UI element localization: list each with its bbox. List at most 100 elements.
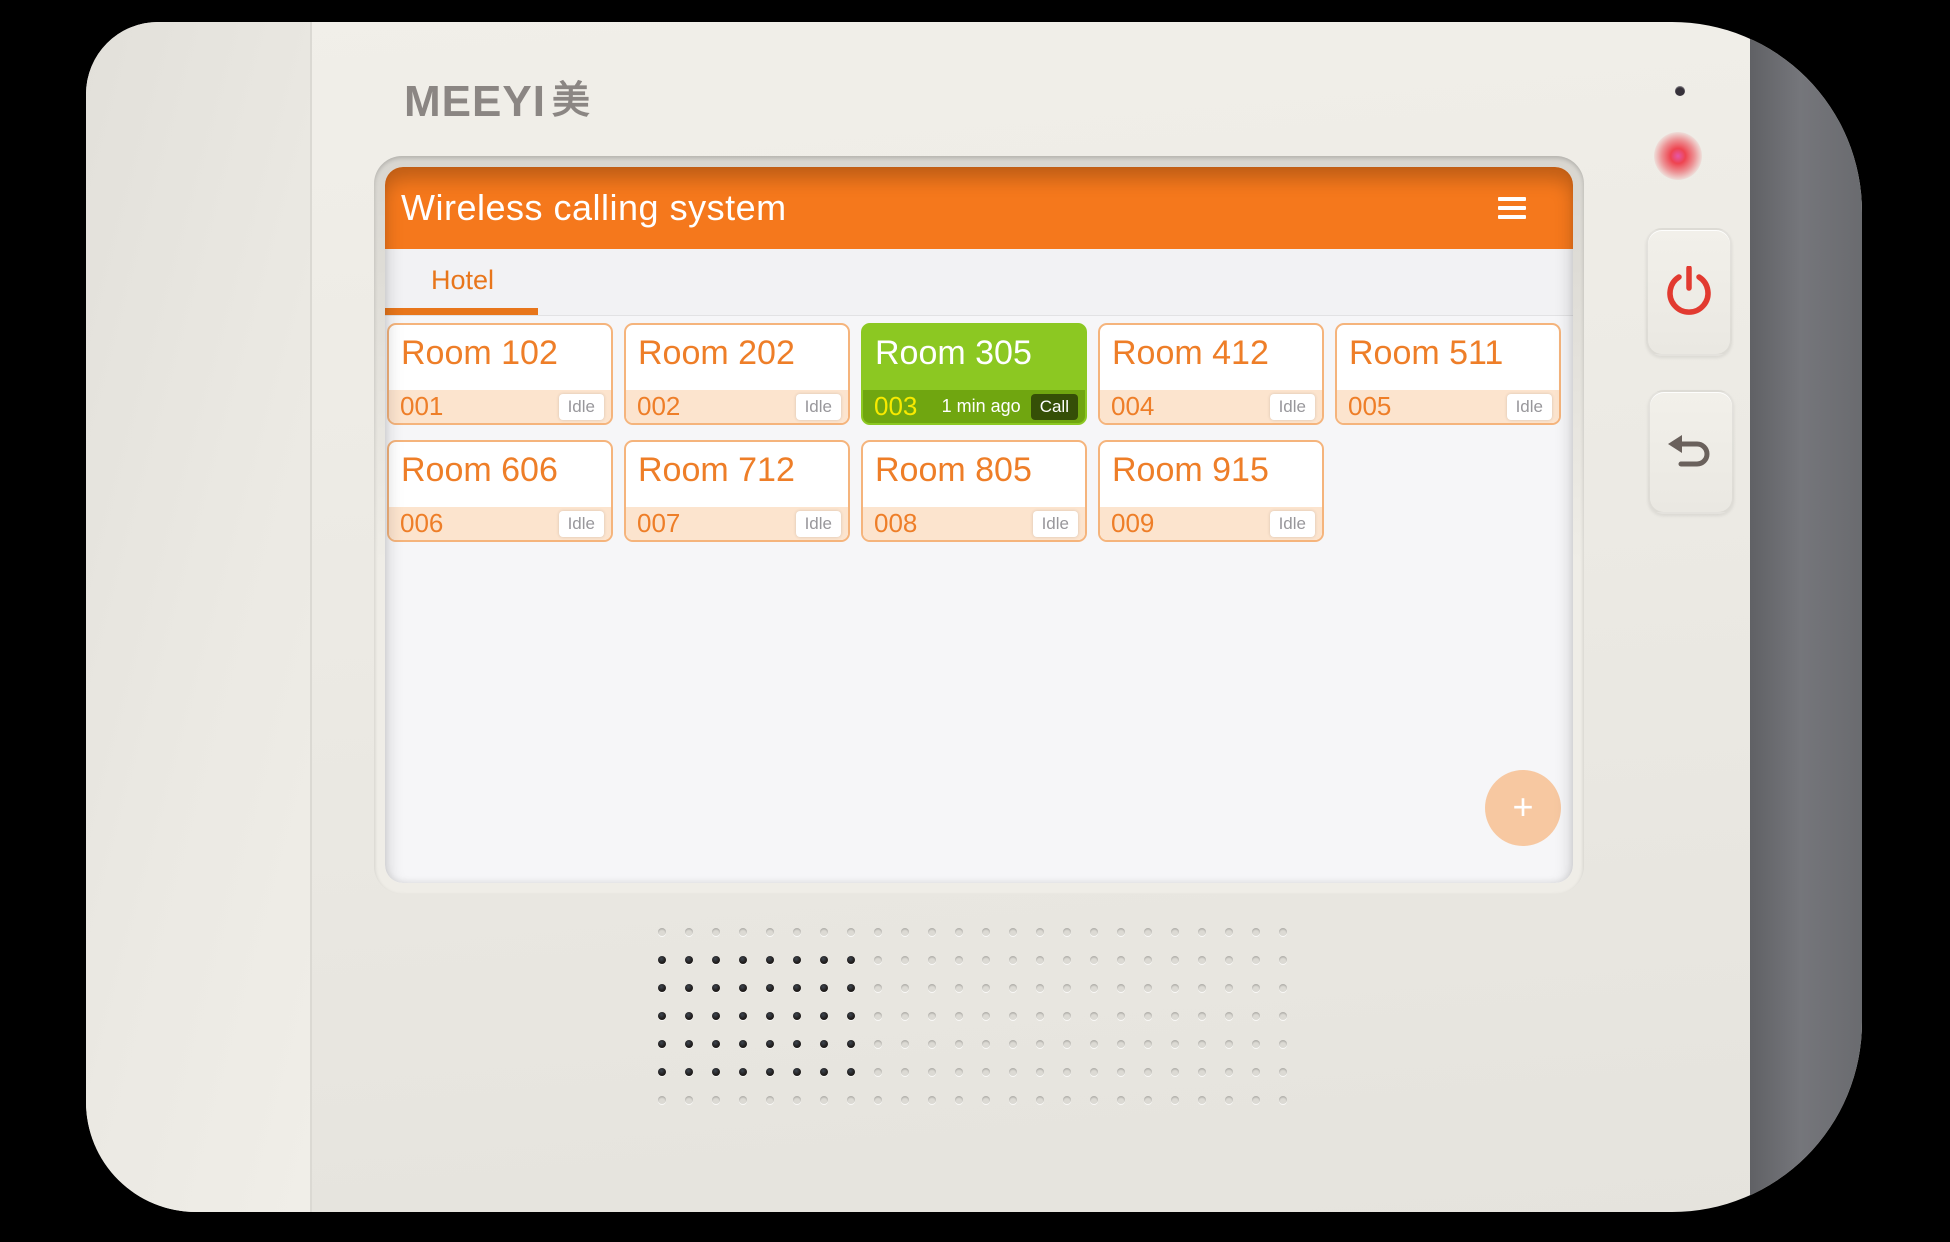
room-name: Room 202	[638, 334, 795, 372]
speaker-hole	[793, 956, 801, 964]
room-card[interactable]: Room 511 005 Idle	[1335, 323, 1561, 425]
speaker-hole	[982, 1012, 990, 1020]
brand-logo-latin: MEEYI	[404, 77, 546, 126]
speaker-hole	[766, 956, 774, 964]
speaker-hole	[982, 956, 990, 964]
device-body: MEEYI 美 Wireless calling system	[86, 22, 1862, 1212]
speaker-hole	[1144, 984, 1152, 992]
speaker-hole	[712, 956, 720, 964]
room-card-strip: 003 1 min ago Call	[863, 390, 1085, 423]
speaker-hole	[739, 1096, 747, 1104]
room-card[interactable]: Room 606 006 Idle	[387, 440, 613, 542]
speaker-hole	[1036, 1040, 1044, 1048]
speaker-hole	[1171, 1096, 1179, 1104]
speaker-hole	[685, 1040, 693, 1048]
status-badge: Idle	[795, 510, 841, 537]
speaker-hole	[1063, 1012, 1071, 1020]
speaker-hole	[1171, 984, 1179, 992]
speaker-hole	[901, 956, 909, 964]
speaker-hole	[793, 1096, 801, 1104]
speaker-hole	[1117, 1040, 1125, 1048]
speaker-hole	[712, 928, 720, 936]
speaker-hole	[658, 1012, 666, 1020]
speaker-hole	[1198, 928, 1206, 936]
room-id: 004	[1111, 391, 1155, 421]
microphone-hole-icon	[1675, 86, 1685, 96]
speaker-hole	[1279, 956, 1287, 964]
menu-button[interactable]	[1498, 197, 1526, 219]
room-card[interactable]: Room 805 008 Idle	[861, 440, 1087, 542]
speaker-hole	[712, 984, 720, 992]
plus-icon: +	[1512, 785, 1534, 827]
power-icon	[1667, 266, 1711, 315]
speaker-hole	[685, 984, 693, 992]
speaker-hole	[1117, 956, 1125, 964]
speaker-hole	[1009, 928, 1017, 936]
speaker-hole	[1252, 1040, 1260, 1048]
speaker-hole	[1252, 1096, 1260, 1104]
speaker-hole	[874, 1012, 882, 1020]
speaker-hole	[685, 928, 693, 936]
speaker-hole	[793, 1040, 801, 1048]
speaker-hole	[1009, 984, 1017, 992]
speaker-hole	[1009, 956, 1017, 964]
speaker-hole	[1144, 1012, 1152, 1020]
speaker-hole	[1279, 1068, 1287, 1076]
speaker-hole	[1117, 1012, 1125, 1020]
speaker-hole	[1225, 984, 1233, 992]
room-id: 005	[1348, 391, 1392, 421]
room-name: Room 511	[1349, 334, 1504, 372]
room-card[interactable]: Room 305 003 1 min ago Call	[861, 323, 1087, 425]
content-area: Room 102 001 Idle Room 202 002 Idle Room…	[385, 316, 1573, 883]
speaker-hole	[1279, 1040, 1287, 1048]
speaker-hole	[1117, 1096, 1125, 1104]
status-led-icon	[1654, 132, 1702, 180]
speaker-hole	[1036, 956, 1044, 964]
room-card[interactable]: Room 102 001 Idle	[387, 323, 613, 425]
speaker-hole	[1279, 1096, 1287, 1104]
speaker-hole	[1009, 1096, 1017, 1104]
speaker-hole	[847, 1096, 855, 1104]
room-card-strip: 002 Idle	[626, 390, 848, 423]
speaker-hole	[955, 928, 963, 936]
speaker-hole	[766, 984, 774, 992]
speaker-hole	[1090, 1040, 1098, 1048]
room-id: 008	[874, 508, 918, 538]
speaker-hole	[1144, 928, 1152, 936]
speaker-hole	[1225, 1068, 1233, 1076]
power-button[interactable]	[1646, 228, 1732, 356]
back-arrow-icon	[1668, 435, 1710, 467]
status-badge: Idle	[558, 510, 604, 537]
room-card-strip: 009 Idle	[1100, 507, 1322, 540]
room-card[interactable]: Room 915 009 Idle	[1098, 440, 1324, 542]
speaker-hole	[982, 1096, 990, 1104]
tab-bar: Hotel	[385, 249, 1573, 316]
tab-hotel[interactable]: Hotel	[431, 265, 495, 295]
speaker-hole	[820, 1012, 828, 1020]
speaker-hole	[739, 1068, 747, 1076]
speaker-hole	[820, 1068, 828, 1076]
speaker-hole	[1225, 956, 1233, 964]
room-card[interactable]: Room 712 007 Idle	[624, 440, 850, 542]
room-card[interactable]: Room 202 002 Idle	[624, 323, 850, 425]
speaker-hole	[874, 956, 882, 964]
speaker-hole	[1144, 1096, 1152, 1104]
speaker-hole	[712, 1040, 720, 1048]
speaker-hole	[1198, 1040, 1206, 1048]
speaker-hole	[1252, 956, 1260, 964]
speaker-hole	[1063, 956, 1071, 964]
speaker-hole	[901, 1068, 909, 1076]
speaker-hole	[928, 1068, 936, 1076]
room-name: Room 606	[401, 451, 558, 489]
speaker-hole	[1117, 1068, 1125, 1076]
add-room-button[interactable]: +	[1485, 770, 1561, 846]
room-card[interactable]: Room 412 004 Idle	[1098, 323, 1324, 425]
room-name: Room 712	[638, 451, 795, 489]
back-button[interactable]	[1648, 390, 1734, 514]
room-card-strip: 008 Idle	[863, 507, 1085, 540]
speaker-hole	[928, 1040, 936, 1048]
speaker-hole	[928, 1096, 936, 1104]
speaker-hole	[820, 1096, 828, 1104]
speaker-hole	[1171, 1040, 1179, 1048]
